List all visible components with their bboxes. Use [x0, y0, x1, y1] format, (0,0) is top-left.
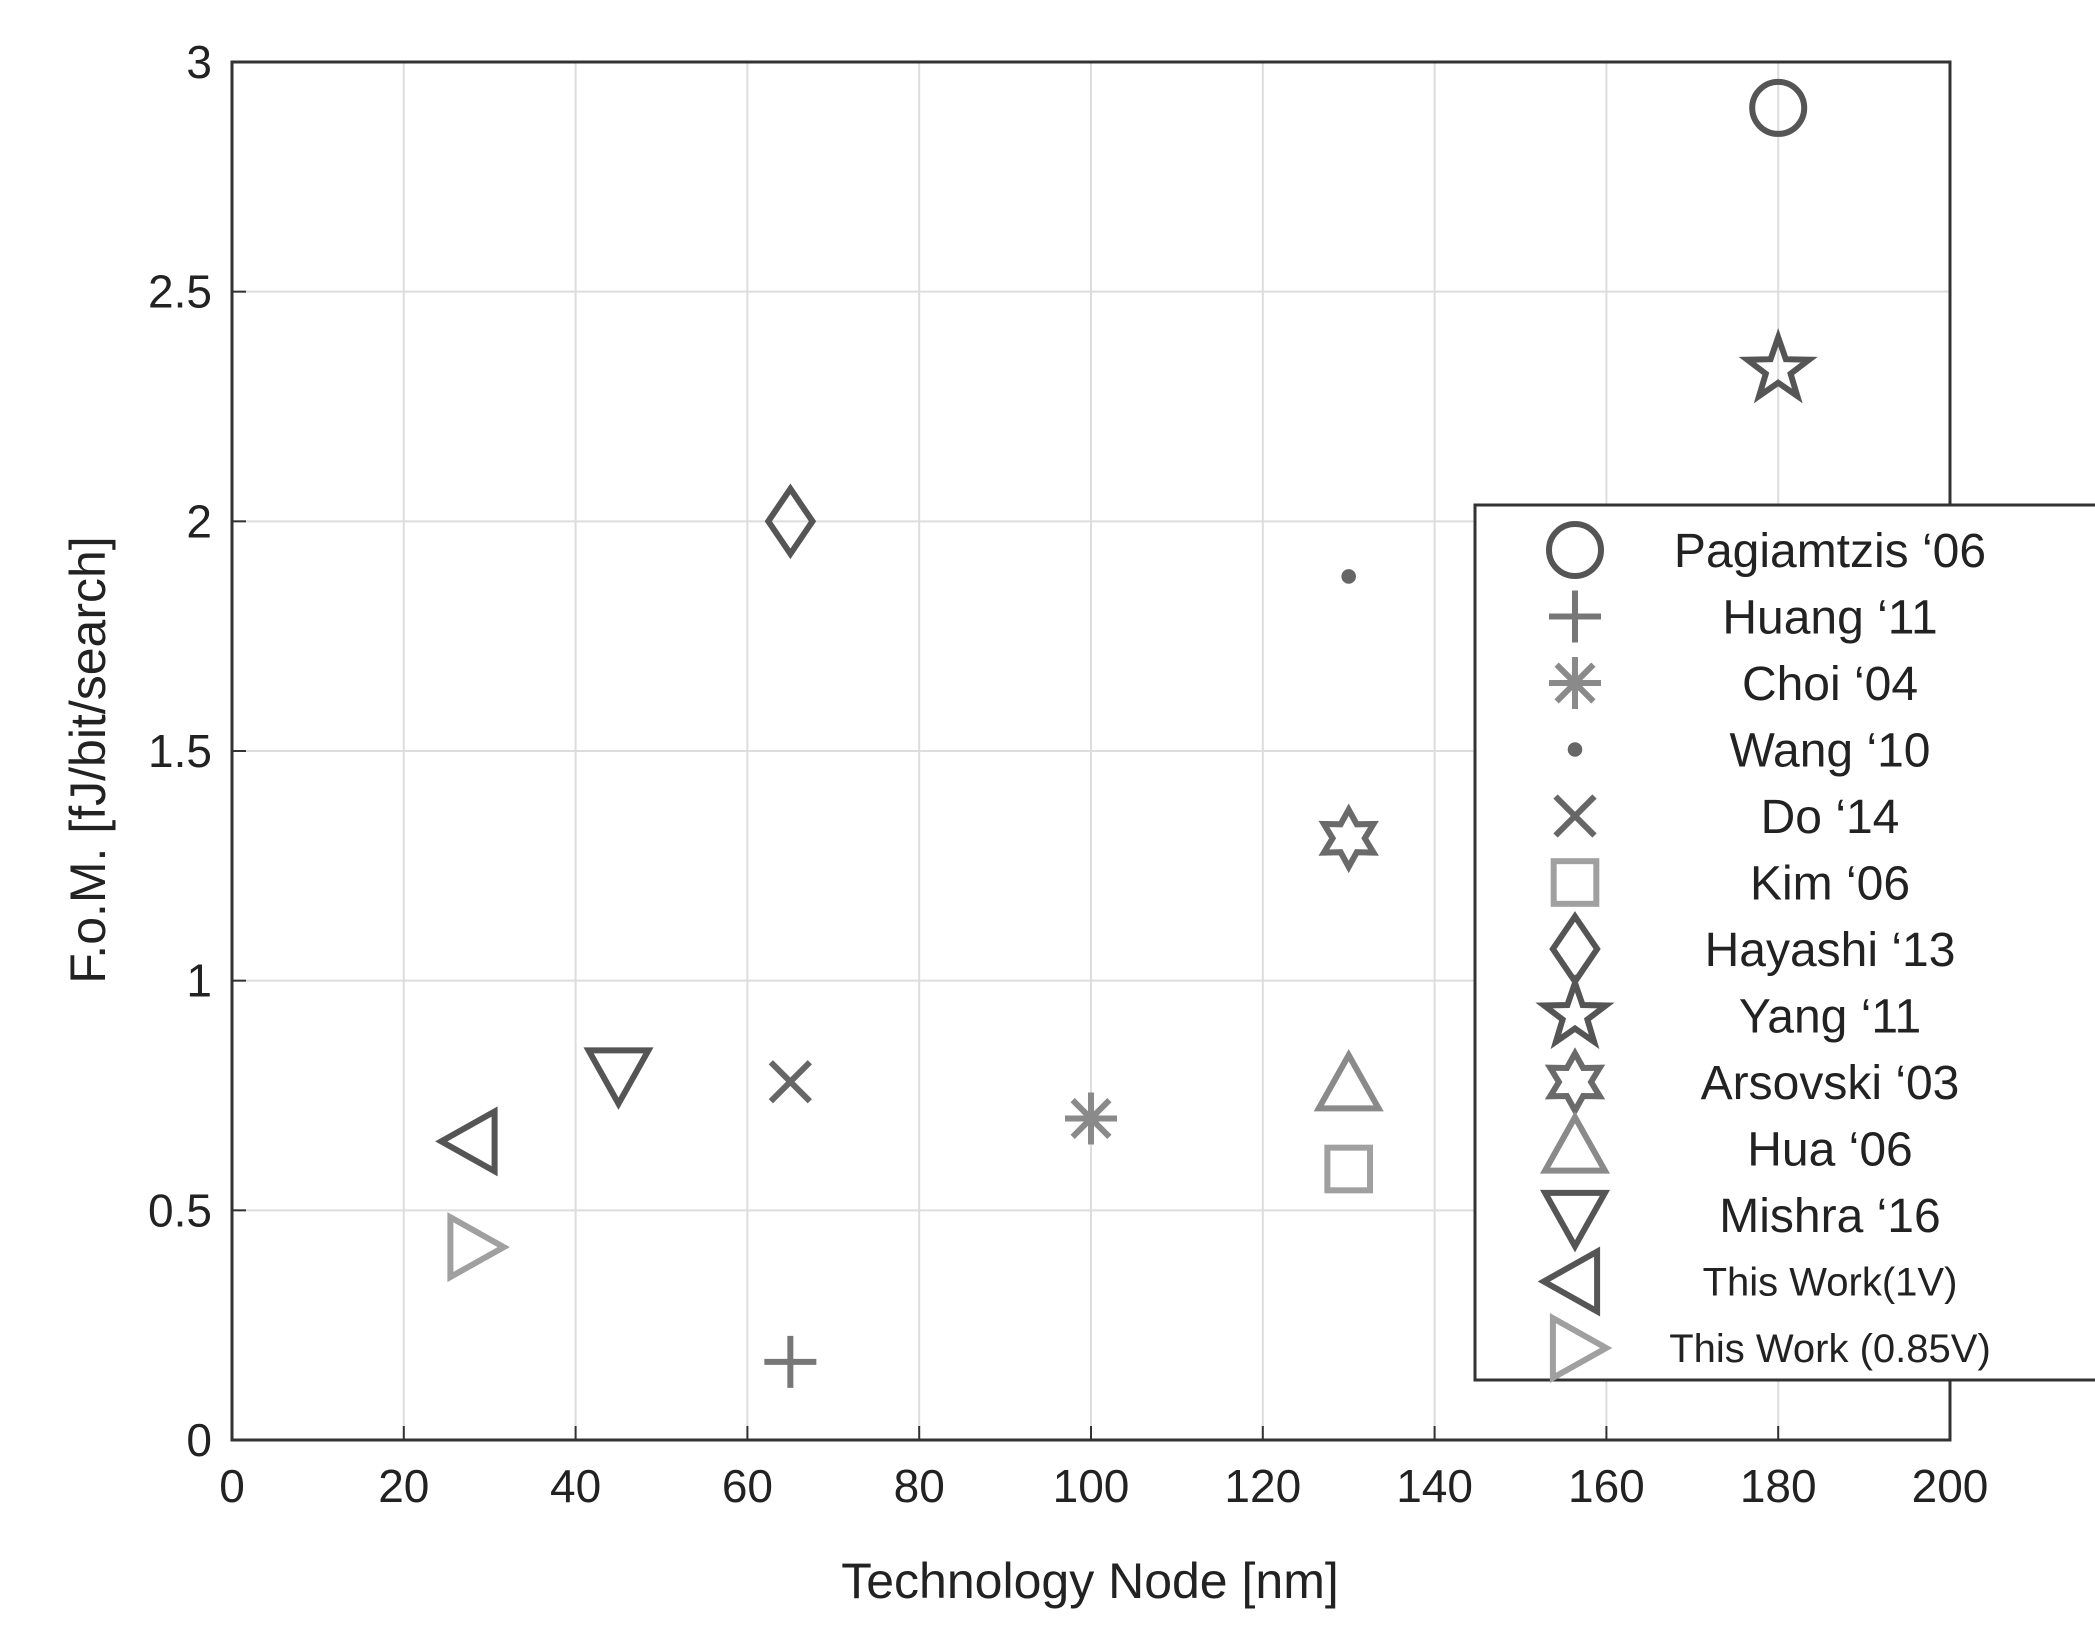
y-tick-label: 3	[186, 36, 212, 88]
data-point	[447, 1212, 510, 1283]
legend-label: Pagiamtzis ‘06	[1674, 525, 1986, 578]
legend-label: Kim ‘06	[1750, 858, 1910, 911]
legend-item: Do ‘14	[1553, 791, 1900, 844]
data-point	[435, 1106, 498, 1177]
x-axis-ticks: 0 20 40 60 80 100 120 140 160 180 200	[219, 1426, 1988, 1512]
legend-label: Wang ‘10	[1730, 725, 1931, 778]
x-tick-label: 0	[219, 1460, 245, 1512]
y-axis-label: F.o.M. [fJ/bit/search]	[60, 536, 116, 983]
legend-label: This Work (0.85V)	[1669, 1327, 1991, 1371]
legend-label: Huang ‘11	[1722, 592, 1937, 645]
data-point	[1749, 78, 1808, 137]
x-tick-label: 20	[378, 1460, 429, 1512]
legend-marker	[1539, 1189, 1611, 1253]
legend-label: Arsovski ‘03	[1701, 1057, 1960, 1110]
legend-marker	[1549, 590, 1601, 643]
data-point	[1341, 569, 1356, 584]
legend: Pagiamtzis ‘06 Huang ‘11 Choi ‘04 Wang ‘10 D…	[1473, 503, 2095, 1384]
legend-item: This Work(1V)	[1537, 1246, 1958, 1317]
legend-marker	[1550, 858, 1600, 907]
legend-marker	[1544, 1047, 1606, 1117]
legend-item: Pagiamtzis ‘06	[1546, 521, 1986, 579]
legend-item: Hua ‘06	[1539, 1111, 1913, 1177]
x-tick-label: 100	[1053, 1460, 1130, 1512]
legend-label: Mishra ‘16	[1719, 1190, 1940, 1243]
x-tick-label: 200	[1912, 1460, 1989, 1512]
legend-item: Choi ‘04	[1549, 657, 1918, 711]
x-tick-label: 140	[1396, 1460, 1473, 1512]
legend-label: Hua ‘06	[1747, 1124, 1912, 1177]
legend-label: Hayashi ‘13	[1705, 924, 1956, 977]
legend-marker	[1539, 1111, 1611, 1174]
legend-item: Hayashi ‘13	[1549, 911, 1956, 987]
x-tick-label: 180	[1740, 1460, 1817, 1512]
y-axis-ticks: 0 0.5 1 1.5 2 2.5 3	[148, 36, 246, 1466]
y-tick-label: 2	[186, 495, 212, 547]
legend-marker	[1567, 742, 1583, 757]
legend-label: Yang ‘11	[1739, 991, 1921, 1044]
legend-item: Huang ‘11	[1549, 590, 1938, 645]
legend-item: Arsovski ‘03	[1544, 1047, 1960, 1117]
data-point	[1324, 1144, 1374, 1194]
legend-marker	[1537, 1246, 1601, 1317]
legend-label: Choi ‘04	[1742, 658, 1918, 711]
data-point	[583, 1047, 654, 1110]
legend-items: Pagiamtzis ‘06 Huang ‘11 Choi ‘04 Wang ‘10 D…	[1535, 521, 1991, 1384]
data-point	[1318, 803, 1379, 874]
legend-label: This Work(1V)	[1703, 1261, 1958, 1305]
data-point	[1065, 1092, 1117, 1145]
y-tick-label: 0.5	[148, 1184, 212, 1236]
x-tick-label: 40	[550, 1460, 601, 1512]
y-tick-label: 2.5	[148, 266, 212, 318]
data-point	[764, 1335, 817, 1388]
x-tick-label: 160	[1568, 1460, 1645, 1512]
x-tick-label: 80	[894, 1460, 945, 1512]
data-point	[764, 483, 817, 560]
y-tick-label: 0	[186, 1414, 212, 1466]
x-tick-label: 60	[722, 1460, 773, 1512]
data-point	[1313, 1048, 1384, 1112]
legend-item: Mishra ‘16	[1539, 1189, 1941, 1253]
x-axis-label: Technology Node [nm]	[841, 1553, 1339, 1609]
legend-marker	[1549, 657, 1601, 709]
y-tick-label: 1.5	[148, 725, 212, 777]
legend-item: This Work (0.85V)	[1549, 1312, 1991, 1384]
legend-marker	[1549, 1312, 1613, 1384]
data-point	[768, 1060, 812, 1104]
data-point	[1738, 328, 1818, 404]
legend-item: Kim ‘06	[1550, 858, 1910, 911]
legend-item: Yang ‘11	[1535, 973, 1921, 1050]
legend-marker	[1535, 973, 1615, 1050]
legend-marker	[1546, 521, 1604, 579]
legend-marker	[1553, 794, 1597, 838]
x-tick-label: 120	[1224, 1460, 1301, 1512]
data-points	[435, 78, 1818, 1388]
legend-item: Wang ‘10	[1567, 725, 1931, 778]
legend-label: Do ‘14	[1761, 791, 1900, 844]
y-tick-label: 1	[186, 955, 212, 1007]
